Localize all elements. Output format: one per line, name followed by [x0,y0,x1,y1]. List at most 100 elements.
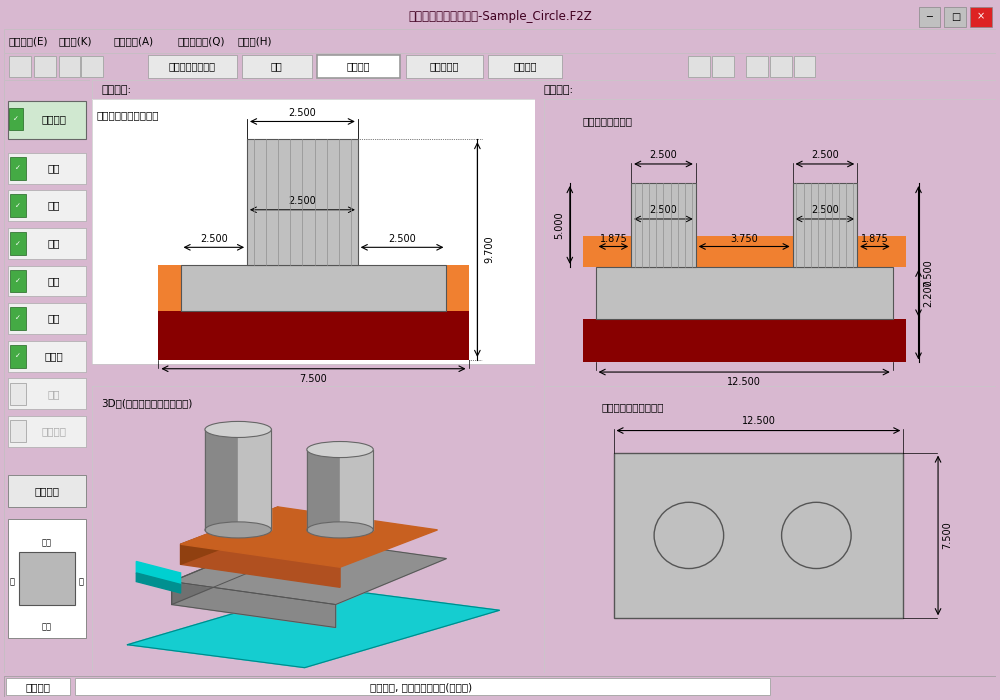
Text: ヘルプ(H): ヘルプ(H) [237,36,272,46]
Polygon shape [181,507,278,564]
FancyBboxPatch shape [8,341,86,372]
FancyBboxPatch shape [919,7,940,27]
FancyBboxPatch shape [944,7,966,27]
Text: 2.500: 2.500 [811,205,839,216]
Polygon shape [172,582,336,627]
Polygon shape [136,573,181,593]
Text: ✓: ✓ [15,316,21,321]
Ellipse shape [307,522,373,538]
FancyBboxPatch shape [10,420,26,442]
Text: 1.875: 1.875 [600,234,627,244]
Text: 詳細設定, 計算速度：低速(高精度): 詳細設定, 計算速度：低速(高精度) [370,682,472,692]
Text: 2.500: 2.500 [200,234,228,244]
FancyBboxPatch shape [794,56,815,77]
FancyBboxPatch shape [9,56,31,77]
FancyBboxPatch shape [10,382,26,405]
FancyBboxPatch shape [148,55,237,78]
Text: コメント:: コメント: [544,85,574,95]
FancyBboxPatch shape [34,56,56,77]
Bar [583,319,906,363]
FancyBboxPatch shape [317,55,400,78]
Text: 右: 右 [79,577,84,586]
Text: □: □ [951,12,960,22]
Bar [614,453,903,618]
Text: 側面図（右が背面側）: 側面図（右が背面側） [96,111,159,120]
Text: 形状: 形状 [48,163,60,173]
FancyBboxPatch shape [8,475,86,508]
FancyBboxPatch shape [8,379,86,410]
Text: 5.000: 5.000 [555,211,565,239]
Text: 考え方: 考え方 [45,351,63,361]
Polygon shape [172,536,282,605]
Text: 処理モードの選択: 処理モードの選択 [169,61,216,71]
Polygon shape [340,449,373,530]
Text: 計算書作成: 計算書作成 [430,61,459,71]
Text: 単独設計: 単独設計 [25,682,50,692]
FancyBboxPatch shape [8,101,86,139]
Text: 入力: 入力 [271,61,283,71]
Text: ✓: ✓ [13,116,19,122]
Text: 7.500: 7.500 [300,374,327,384]
FancyBboxPatch shape [8,153,86,183]
FancyBboxPatch shape [688,56,710,77]
Polygon shape [181,545,340,587]
FancyBboxPatch shape [746,56,768,77]
Polygon shape [136,561,181,584]
FancyBboxPatch shape [10,232,26,255]
FancyBboxPatch shape [10,195,26,217]
Polygon shape [172,536,446,605]
Text: 基礎: 基礎 [48,239,60,248]
FancyBboxPatch shape [10,270,26,293]
Text: 背面: 背面 [42,538,52,547]
Text: 12.500: 12.500 [741,416,775,426]
FancyBboxPatch shape [10,307,26,330]
Text: 7.500: 7.500 [924,259,934,287]
Bar [596,267,893,319]
Bar [19,552,75,605]
FancyBboxPatch shape [8,228,86,259]
Bar [158,312,469,360]
Text: 計算確認: 計算確認 [347,61,370,71]
Text: 付属設計(A): 付属設計(A) [113,36,153,46]
FancyBboxPatch shape [75,678,770,695]
Polygon shape [307,449,340,530]
FancyBboxPatch shape [59,56,80,77]
FancyBboxPatch shape [8,190,86,221]
FancyBboxPatch shape [488,55,562,78]
Text: オプション(Q): オプション(Q) [178,36,225,46]
Text: 設計調書: 設計調書 [514,61,537,71]
Ellipse shape [205,421,271,438]
Text: ✓: ✓ [15,241,21,246]
Polygon shape [238,430,271,530]
FancyBboxPatch shape [81,56,103,77]
Bar [158,265,469,312]
Text: 材料: 材料 [48,201,60,211]
Text: ×: × [977,12,985,22]
Text: 補強: 補強 [48,389,60,399]
Text: ─: ─ [927,12,932,22]
Text: 3D図(矢印の指す面が前面側): 3D図(矢印の指す面が前面側) [101,398,192,408]
FancyBboxPatch shape [970,7,992,27]
Bar [247,139,358,265]
Text: 2.500: 2.500 [650,205,677,216]
FancyBboxPatch shape [6,678,70,695]
FancyBboxPatch shape [8,265,86,297]
Text: ✓: ✓ [15,278,21,284]
Bar [793,183,857,267]
Polygon shape [181,507,438,567]
Text: 7.500: 7.500 [943,522,953,550]
Ellipse shape [307,442,373,458]
Text: ✓: ✓ [15,202,21,209]
Polygon shape [205,430,238,530]
Text: 1.875: 1.875 [861,234,889,244]
Text: 2.500: 2.500 [650,150,677,160]
FancyBboxPatch shape [406,55,483,78]
Text: 正面図（前面側）: 正面図（前面側） [583,116,633,126]
Bar [583,236,906,267]
Text: 2.200: 2.200 [924,279,934,307]
Text: 平面図（下が前面側）: 平面図（下が前面側） [602,402,664,412]
Text: タイトル:: タイトル: [101,85,131,95]
Bar [181,265,446,312]
Ellipse shape [205,522,271,538]
Text: 二柱式橋脚の設計計算-Sample_Circle.F2Z: 二柱式橋脚の設計計算-Sample_Circle.F2Z [408,10,592,23]
